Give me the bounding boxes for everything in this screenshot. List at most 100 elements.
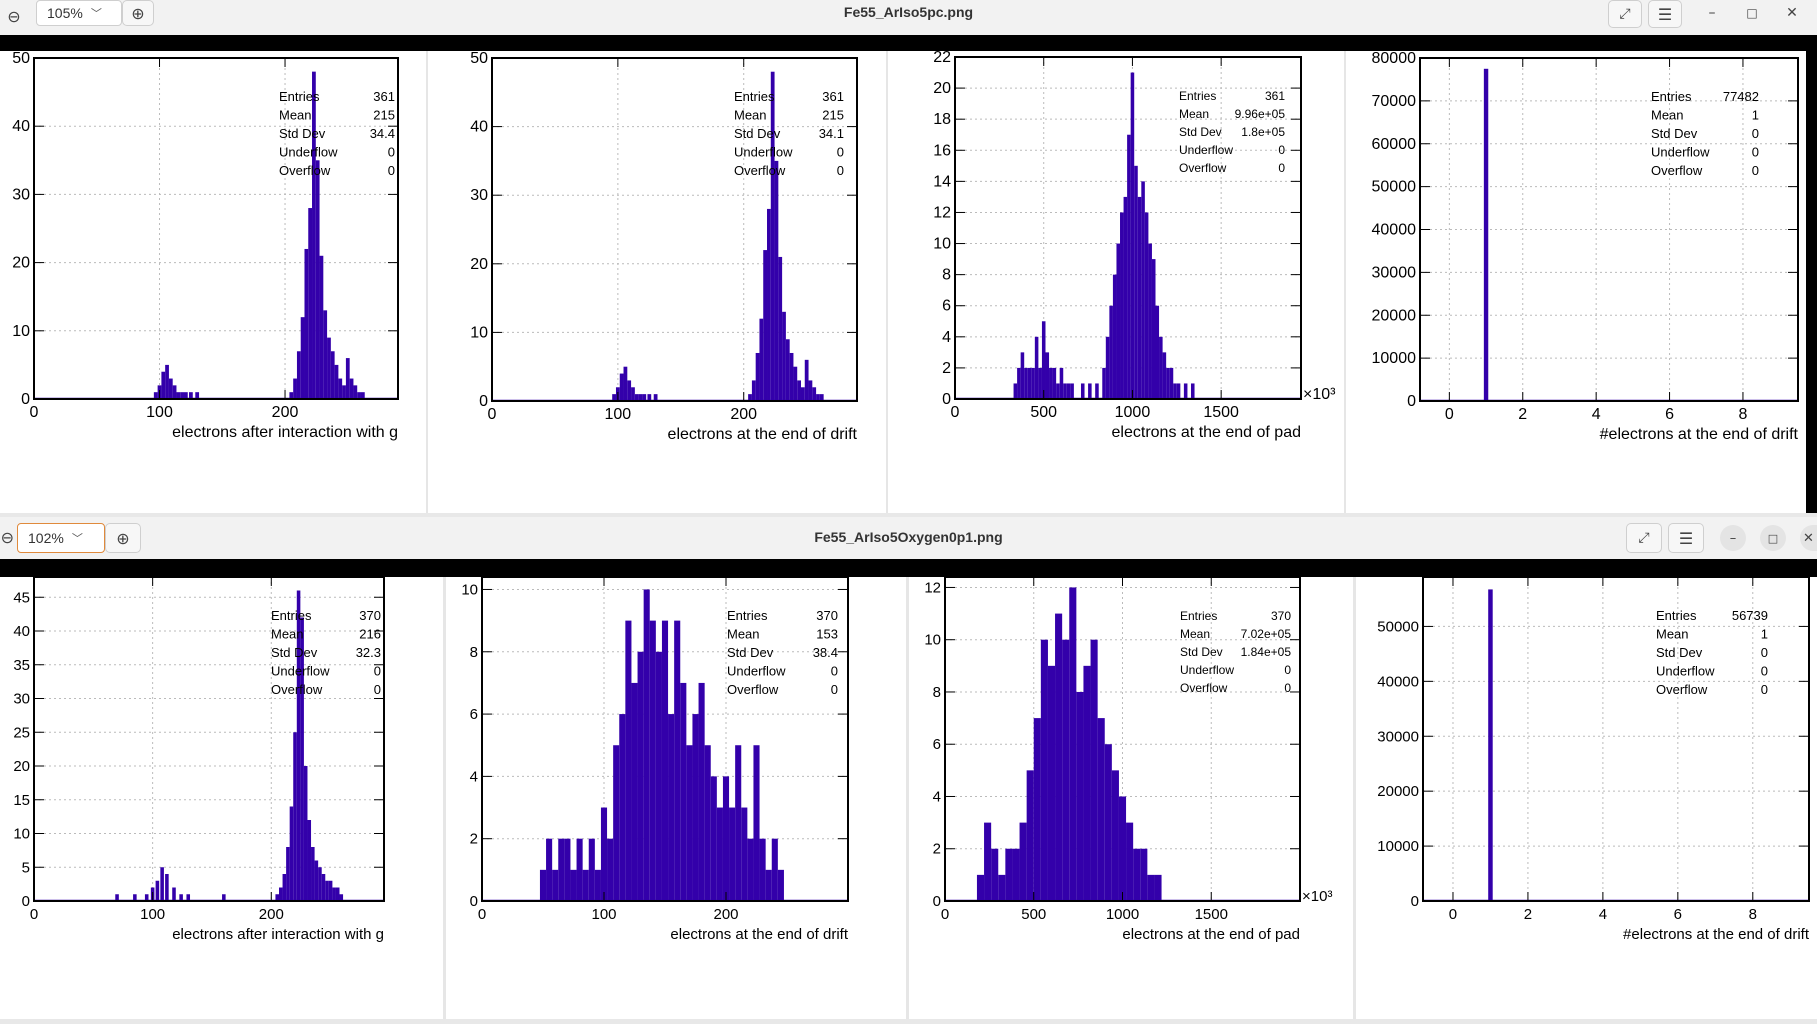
histogram-bar (765, 869, 772, 901)
stats-value: 0 (1752, 126, 1759, 141)
y-tick-label: 10 (12, 323, 30, 340)
zoom-in-icon[interactable]: ⊕ (105, 523, 141, 553)
x-tick-label: 2 (1524, 906, 1532, 923)
stats-label: Mean (1651, 108, 1684, 123)
y-tick-label: 4 (942, 329, 951, 346)
chevron-down-icon: ﹀ (90, 8, 102, 20)
y-tick-label: 10 (924, 632, 941, 649)
histogram-bar (1144, 212, 1149, 399)
menu-icon[interactable]: ☰ (1648, 0, 1682, 28)
zoom-in-icon[interactable]: ⊕ (122, 0, 154, 26)
histogram-bar (1126, 822, 1134, 901)
maximize-icon[interactable]: □ (1760, 525, 1786, 551)
stats-label: Underflow (279, 145, 338, 160)
y-tick-label: 0 (933, 893, 941, 910)
stats-label: Underflow (1651, 145, 1710, 160)
histogram-bar (176, 392, 181, 399)
image-top-border (0, 559, 1817, 577)
y-tick-label: 2 (933, 841, 941, 858)
stats-label: Overflow (1180, 681, 1228, 695)
histogram-bar (1024, 367, 1028, 399)
stats-value: 0 (837, 163, 844, 178)
y-tick-label: 40000 (1372, 222, 1417, 239)
x-axis-label: electrons after interaction with g (172, 926, 384, 943)
stats-label: Underflow (1656, 664, 1715, 679)
close-icon[interactable]: ✕ (1800, 525, 1817, 551)
histogram-bar (312, 71, 316, 399)
fullscreen-icon[interactable]: ⤢ (1626, 523, 1662, 553)
histogram-bar (334, 364, 339, 399)
histogram-pad: 0 100 200 0 10 20 30 40 50 electrons after intera… (0, 50, 426, 513)
y-tick-label: 8 (470, 644, 478, 661)
y-tick-label: 50 (470, 51, 488, 67)
minimize-icon[interactable]: – (1720, 525, 1746, 551)
histogram-bar (345, 358, 350, 399)
fullscreen-icon[interactable]: ⤢ (1608, 0, 1642, 28)
histogram-bar (748, 394, 752, 401)
image-canvas: 0 100 200 0 5 10 15 20 25 30 35 40 45 electrons after… (0, 576, 1817, 1019)
histogram-bar (1049, 367, 1053, 399)
stats-value: 0 (1278, 143, 1285, 157)
histogram-bar (1183, 383, 1188, 399)
histogram-bar (338, 378, 343, 399)
histogram-bar (115, 894, 119, 901)
close-icon[interactable]: ✕ (1786, 5, 1798, 21)
stats-label: Entries (1656, 608, 1697, 623)
x-tick-label: 0 (1449, 906, 1457, 923)
histogram-bar (774, 160, 779, 401)
histogram-bar (304, 248, 309, 399)
x-tick-label: 8 (1738, 406, 1747, 423)
y-tick-label: 20 (933, 80, 951, 97)
stats-label: Mean (727, 627, 760, 642)
histogram-bar (321, 874, 326, 901)
zoom-out-icon[interactable]: ⊖ (7, 6, 21, 26)
histogram-bar (289, 392, 294, 399)
image-right-border (1806, 51, 1817, 513)
y-tick-label: 30000 (1372, 264, 1417, 281)
histogram-bar (619, 714, 626, 901)
histogram-bar (1109, 305, 1113, 399)
zoom-level-value: 105% (47, 5, 83, 21)
stats-value: 9.96e+05 (1235, 107, 1286, 121)
histogram-bar (1111, 770, 1119, 901)
y-tick-label: 4 (933, 788, 941, 805)
y-tick-label: 20000 (1372, 307, 1417, 324)
histogram-bar (160, 867, 164, 901)
histogram-bar (619, 373, 624, 401)
histogram-bar (600, 807, 608, 901)
histogram-bar (539, 869, 547, 901)
histogram-bar (1070, 383, 1074, 399)
histogram-bar (991, 848, 999, 901)
histogram-bar (771, 838, 778, 901)
stats-value: 215 (822, 108, 844, 123)
x-tick-label: 500 (1021, 906, 1046, 923)
histogram-bar (1045, 352, 1050, 399)
histogram-bar (638, 394, 643, 401)
zoom-level-dropdown[interactable]: 102% ﹀ (17, 523, 105, 553)
stats-label: Overflow (1651, 163, 1703, 178)
histogram-bar (328, 880, 333, 901)
stats-value: 7.02e+05 (1241, 627, 1292, 641)
stats-value: 361 (1265, 89, 1285, 103)
histogram-bar (1134, 165, 1138, 399)
histogram-bar (984, 822, 992, 901)
stats-value: 0 (1761, 682, 1768, 697)
histogram-bar (349, 378, 354, 399)
histogram-pad: 0 2 4 6 8 0 10000 20000 30000 40000 50000 60000 7000… (1346, 50, 1806, 513)
menu-icon[interactable]: ☰ (1668, 523, 1704, 553)
x-axis-multiplier: ×10³ (1302, 888, 1332, 905)
zoom-level-dropdown[interactable]: 105% ﹀ (36, 0, 122, 26)
plot-frame (491, 57, 858, 402)
histogram-bar (1059, 367, 1064, 399)
title-bar: ⊖ 105% ﹀ ⊕ Fe55_ArIso5pc.png ⤢ ☰ – □ ✕ (0, 0, 1817, 36)
stats-value: 0 (388, 145, 395, 160)
minimize-icon[interactable]: – (1708, 5, 1716, 21)
histogram-bar (576, 838, 583, 901)
y-tick-label: 6 (933, 736, 941, 753)
stats-label: Underflow (734, 145, 793, 160)
zoom-out-icon[interactable]: ⊖ (0, 527, 14, 547)
x-tick-label: 500 (1030, 404, 1057, 421)
maximize-icon[interactable]: □ (1746, 6, 1758, 20)
histogram-pad: 0 500 1000 1500 0 2 4 6 8 10 12 ×10³ electrons at th… (909, 576, 1353, 1019)
histogram-bar (1090, 639, 1098, 901)
